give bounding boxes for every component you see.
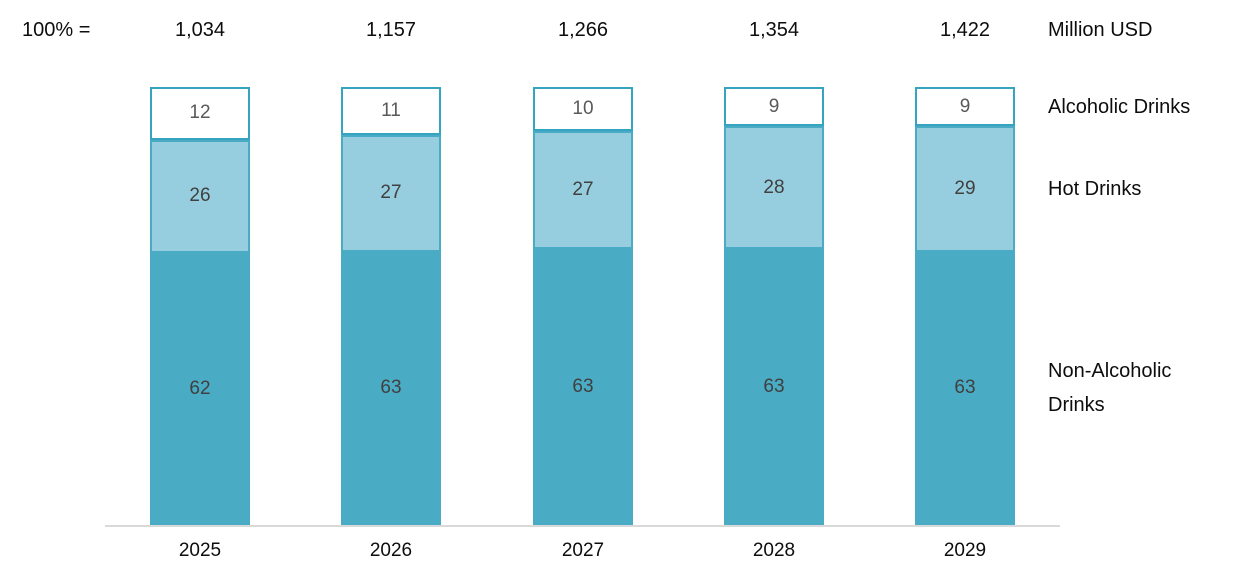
total-label-2025: 1,034 <box>174 19 226 41</box>
segment-value: 11 <box>381 99 401 121</box>
total-label-2026: 1,157 <box>365 19 417 41</box>
segment-value: 12 <box>189 102 211 124</box>
x-tick-2027: 2027 <box>561 540 605 561</box>
segment-value: 9 <box>959 95 971 117</box>
segment-alcoholic-drinks-2027: 10 <box>533 87 633 131</box>
segment-non-alcoholic-drinks-2027: 63 <box>533 249 633 525</box>
segment-value: 29 <box>954 177 976 199</box>
segment-value: 10 <box>572 97 594 119</box>
bar-2027: 10 27 63 <box>533 87 633 525</box>
segment-hot-drinks-2026: 27 <box>341 134 441 252</box>
segment-hot-drinks-2028: 28 <box>724 126 824 250</box>
segment-hot-drinks-2029: 29 <box>915 126 1015 252</box>
segment-hot-drinks-2027: 27 <box>533 130 633 250</box>
bar-2029: 9 29 63 <box>915 87 1015 525</box>
segment-alcoholic-drinks-2026: 11 <box>341 87 441 135</box>
bar-2025: 12 26 62 <box>150 87 250 525</box>
segment-value: 63 <box>954 377 976 399</box>
segment-non-alcoholic-drinks-2028: 63 <box>724 249 824 525</box>
x-axis-line <box>105 525 1060 527</box>
legend-label-alcoholic-drinks: Alcoholic Drinks <box>1048 95 1191 118</box>
unit-label: Million USD <box>1048 19 1153 41</box>
x-tick-2025: 2025 <box>178 540 222 561</box>
segment-alcoholic-drinks-2025: 12 <box>150 87 250 140</box>
segment-value: 62 <box>189 378 211 400</box>
segment-non-alcoholic-drinks-2026: 63 <box>341 251 441 525</box>
total-label-2029: 1,422 <box>939 19 991 41</box>
legend-label-non-alcoholic-drinks: Non-Alcoholic Drinks <box>1048 360 1172 417</box>
segment-value: 28 <box>763 176 785 198</box>
x-tick-2028: 2028 <box>752 540 796 561</box>
segment-value: 26 <box>189 185 211 207</box>
bar-2026: 11 27 63 <box>341 87 441 525</box>
total-label-2027: 1,266 <box>557 19 609 41</box>
total-label-2028: 1,354 <box>748 19 800 41</box>
bar-2028: 9 28 63 <box>724 87 824 525</box>
x-tick-2029: 2029 <box>943 540 987 561</box>
segment-non-alcoholic-drinks-2029: 63 <box>915 251 1015 525</box>
segment-hot-drinks-2025: 26 <box>150 139 250 254</box>
segment-value: 63 <box>763 376 785 397</box>
segment-non-alcoholic-drinks-2025: 62 <box>150 253 250 525</box>
hundred-percent-label: 100% = <box>22 19 91 41</box>
x-tick-2026: 2026 <box>369 540 413 561</box>
segment-value: 63 <box>572 376 594 398</box>
segment-value: 63 <box>380 377 402 399</box>
segment-value: 27 <box>380 182 402 204</box>
segment-alcoholic-drinks-2028: 9 <box>724 87 824 127</box>
segment-alcoholic-drinks-2029: 9 <box>915 87 1015 127</box>
segment-value: 27 <box>572 178 594 200</box>
legend-label-hot-drinks: Hot Drinks <box>1048 177 1142 200</box>
segment-value: 9 <box>768 95 780 117</box>
